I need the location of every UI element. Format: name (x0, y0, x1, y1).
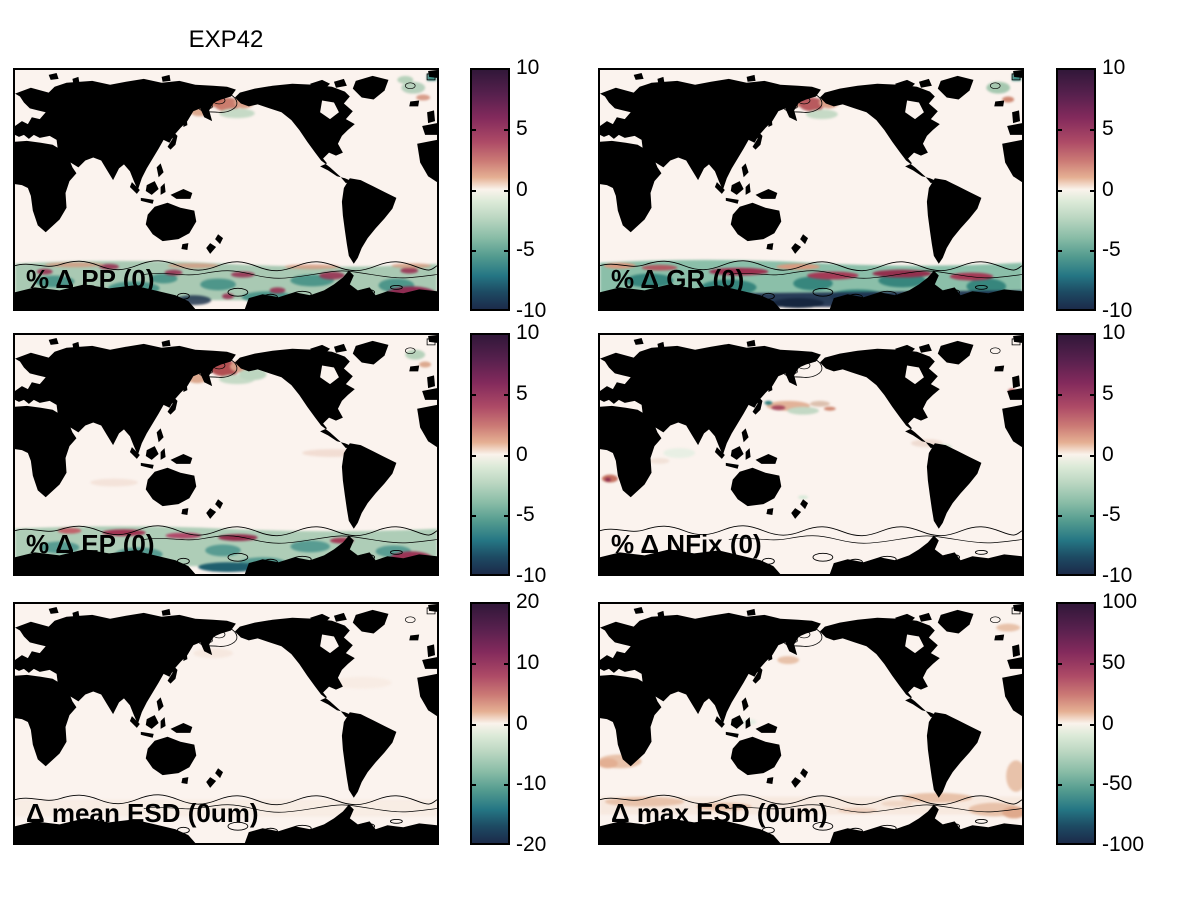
figure-title: EXP42 (188, 26, 264, 53)
colorbar-tick (1056, 662, 1062, 665)
colorbar-tick-label: 10 (516, 56, 540, 79)
colorbar-tick-label: -20 (516, 833, 547, 856)
colorbar-tick-label: -10 (1102, 299, 1133, 322)
colorbar-tick (470, 189, 476, 192)
colorbar-ep: 10 5 0 -5 -10 (470, 321, 546, 587)
world-map (15, 604, 437, 843)
colorbar-tick-label: 50 (1102, 650, 1126, 674)
colorbar-tick-label: 5 (1102, 116, 1114, 140)
colorbar-tick (1056, 454, 1062, 457)
world-map (600, 335, 1022, 574)
colorbar-tick (504, 784, 510, 787)
colorbar-tick-label: 0 (1102, 177, 1114, 201)
colorbar-tick (1056, 784, 1062, 787)
colorbar-tick (1090, 128, 1096, 131)
colorbar-tick-label: 5 (1102, 381, 1114, 405)
colorbar-tick-label: -10 (1102, 564, 1133, 587)
panel-max-esd: Δ max ESD (0um) (598, 602, 1024, 845)
colorbar-tick (1056, 723, 1062, 726)
panel-label: % Δ EP (0) (26, 529, 155, 559)
panel-label: Δ mean ESD (0um) (26, 798, 259, 828)
panel-nfix: % Δ NFix (0) (598, 333, 1024, 576)
colorbar-tick (504, 515, 510, 518)
colorbar-tick-label: -10 (516, 299, 547, 322)
colorbar-tick (504, 250, 510, 253)
colorbar-max-esd: 100 50 0 -50 -100 (1056, 590, 1144, 856)
colorbar-tick (1056, 250, 1062, 253)
colorbar-tick (470, 515, 476, 518)
colorbar-tick (504, 393, 510, 396)
colorbar-tick-label: 5 (516, 381, 528, 405)
colorbar-tick (1056, 515, 1062, 518)
colorbar-tick (470, 250, 476, 253)
colorbar-tick-label: 5 (516, 116, 528, 140)
colorbar-tick (470, 662, 476, 665)
colorbar-tick-label: 0 (516, 711, 528, 735)
colorbar-tick-label: 10 (516, 650, 540, 674)
colorbar-tick (1056, 189, 1062, 192)
colorbar-nfix: 10 5 0 -5 -10 (1056, 321, 1132, 587)
colorbar-gr: 10 5 0 -5 -10 (1056, 56, 1132, 322)
colorbar-tick-label: -10 (516, 772, 547, 796)
colorbar-tick (1090, 250, 1096, 253)
colorbar-tick (1090, 189, 1096, 192)
colorbar-tick-label: 20 (516, 590, 540, 613)
colorbar-tick (470, 454, 476, 457)
panel-mean-esd: Δ mean ESD (0um) (13, 602, 439, 845)
colorbar-tick (1056, 393, 1062, 396)
panel-label: % Δ GR (0) (611, 264, 745, 294)
world-map (600, 604, 1022, 843)
colorbar-tick (470, 393, 476, 396)
colorbar-tick (1090, 662, 1096, 665)
colorbar-tick-label: -100 (1102, 833, 1145, 856)
colorbar-tick (1090, 784, 1096, 787)
world-map (600, 70, 1022, 309)
colorbar-pp: 10 5 0 -5 -10 (470, 56, 546, 322)
colorbar-tick-label: 0 (516, 442, 528, 466)
colorbar-tick (1090, 454, 1096, 457)
colorbar-mean-esd: 20 10 0 -10 -20 (470, 590, 546, 856)
panel-ep: % Δ EP (0) (13, 333, 439, 576)
colorbar-tick-label: 0 (516, 177, 528, 201)
colorbar-tick-label: 100 (1102, 590, 1138, 613)
panel-label: Δ max ESD (0um) (611, 798, 828, 828)
colorbar-tick (1090, 393, 1096, 396)
colorbar-tick (504, 723, 510, 726)
colorbar-tick (470, 128, 476, 131)
colorbar-tick-label: -5 (1102, 503, 1121, 527)
colorbar-tick (504, 662, 510, 665)
colorbar-tick (1090, 515, 1096, 518)
colorbar-tick-label: 0 (1102, 442, 1114, 466)
world-map (15, 70, 437, 309)
colorbar-tick (470, 784, 476, 787)
panel-label: % Δ NFix (0) (611, 529, 762, 559)
colorbar-tick (504, 189, 510, 192)
colorbar-tick-label: -5 (516, 503, 535, 527)
colorbar-tick (504, 128, 510, 131)
colorbar-tick-label: -50 (1102, 772, 1133, 796)
panel-pp: % Δ PP (0) (13, 68, 439, 311)
colorbar-tick-label: -10 (516, 564, 547, 587)
colorbar-tick-label: 10 (1102, 56, 1126, 79)
colorbar-tick (504, 454, 510, 457)
colorbar-tick-label: 10 (516, 321, 540, 344)
panel-gr: % Δ GR (0) (598, 68, 1024, 311)
colorbar-tick (1056, 128, 1062, 131)
colorbar-tick (470, 723, 476, 726)
colorbar-tick-label: 0 (1102, 711, 1114, 735)
colorbar-tick-label: -5 (1102, 238, 1121, 262)
panel-label: % Δ PP (0) (26, 264, 155, 294)
world-map (15, 335, 437, 574)
colorbar-tick (1090, 723, 1096, 726)
colorbar-tick-label: 10 (1102, 321, 1126, 344)
colorbar-tick-label: -5 (516, 238, 535, 262)
